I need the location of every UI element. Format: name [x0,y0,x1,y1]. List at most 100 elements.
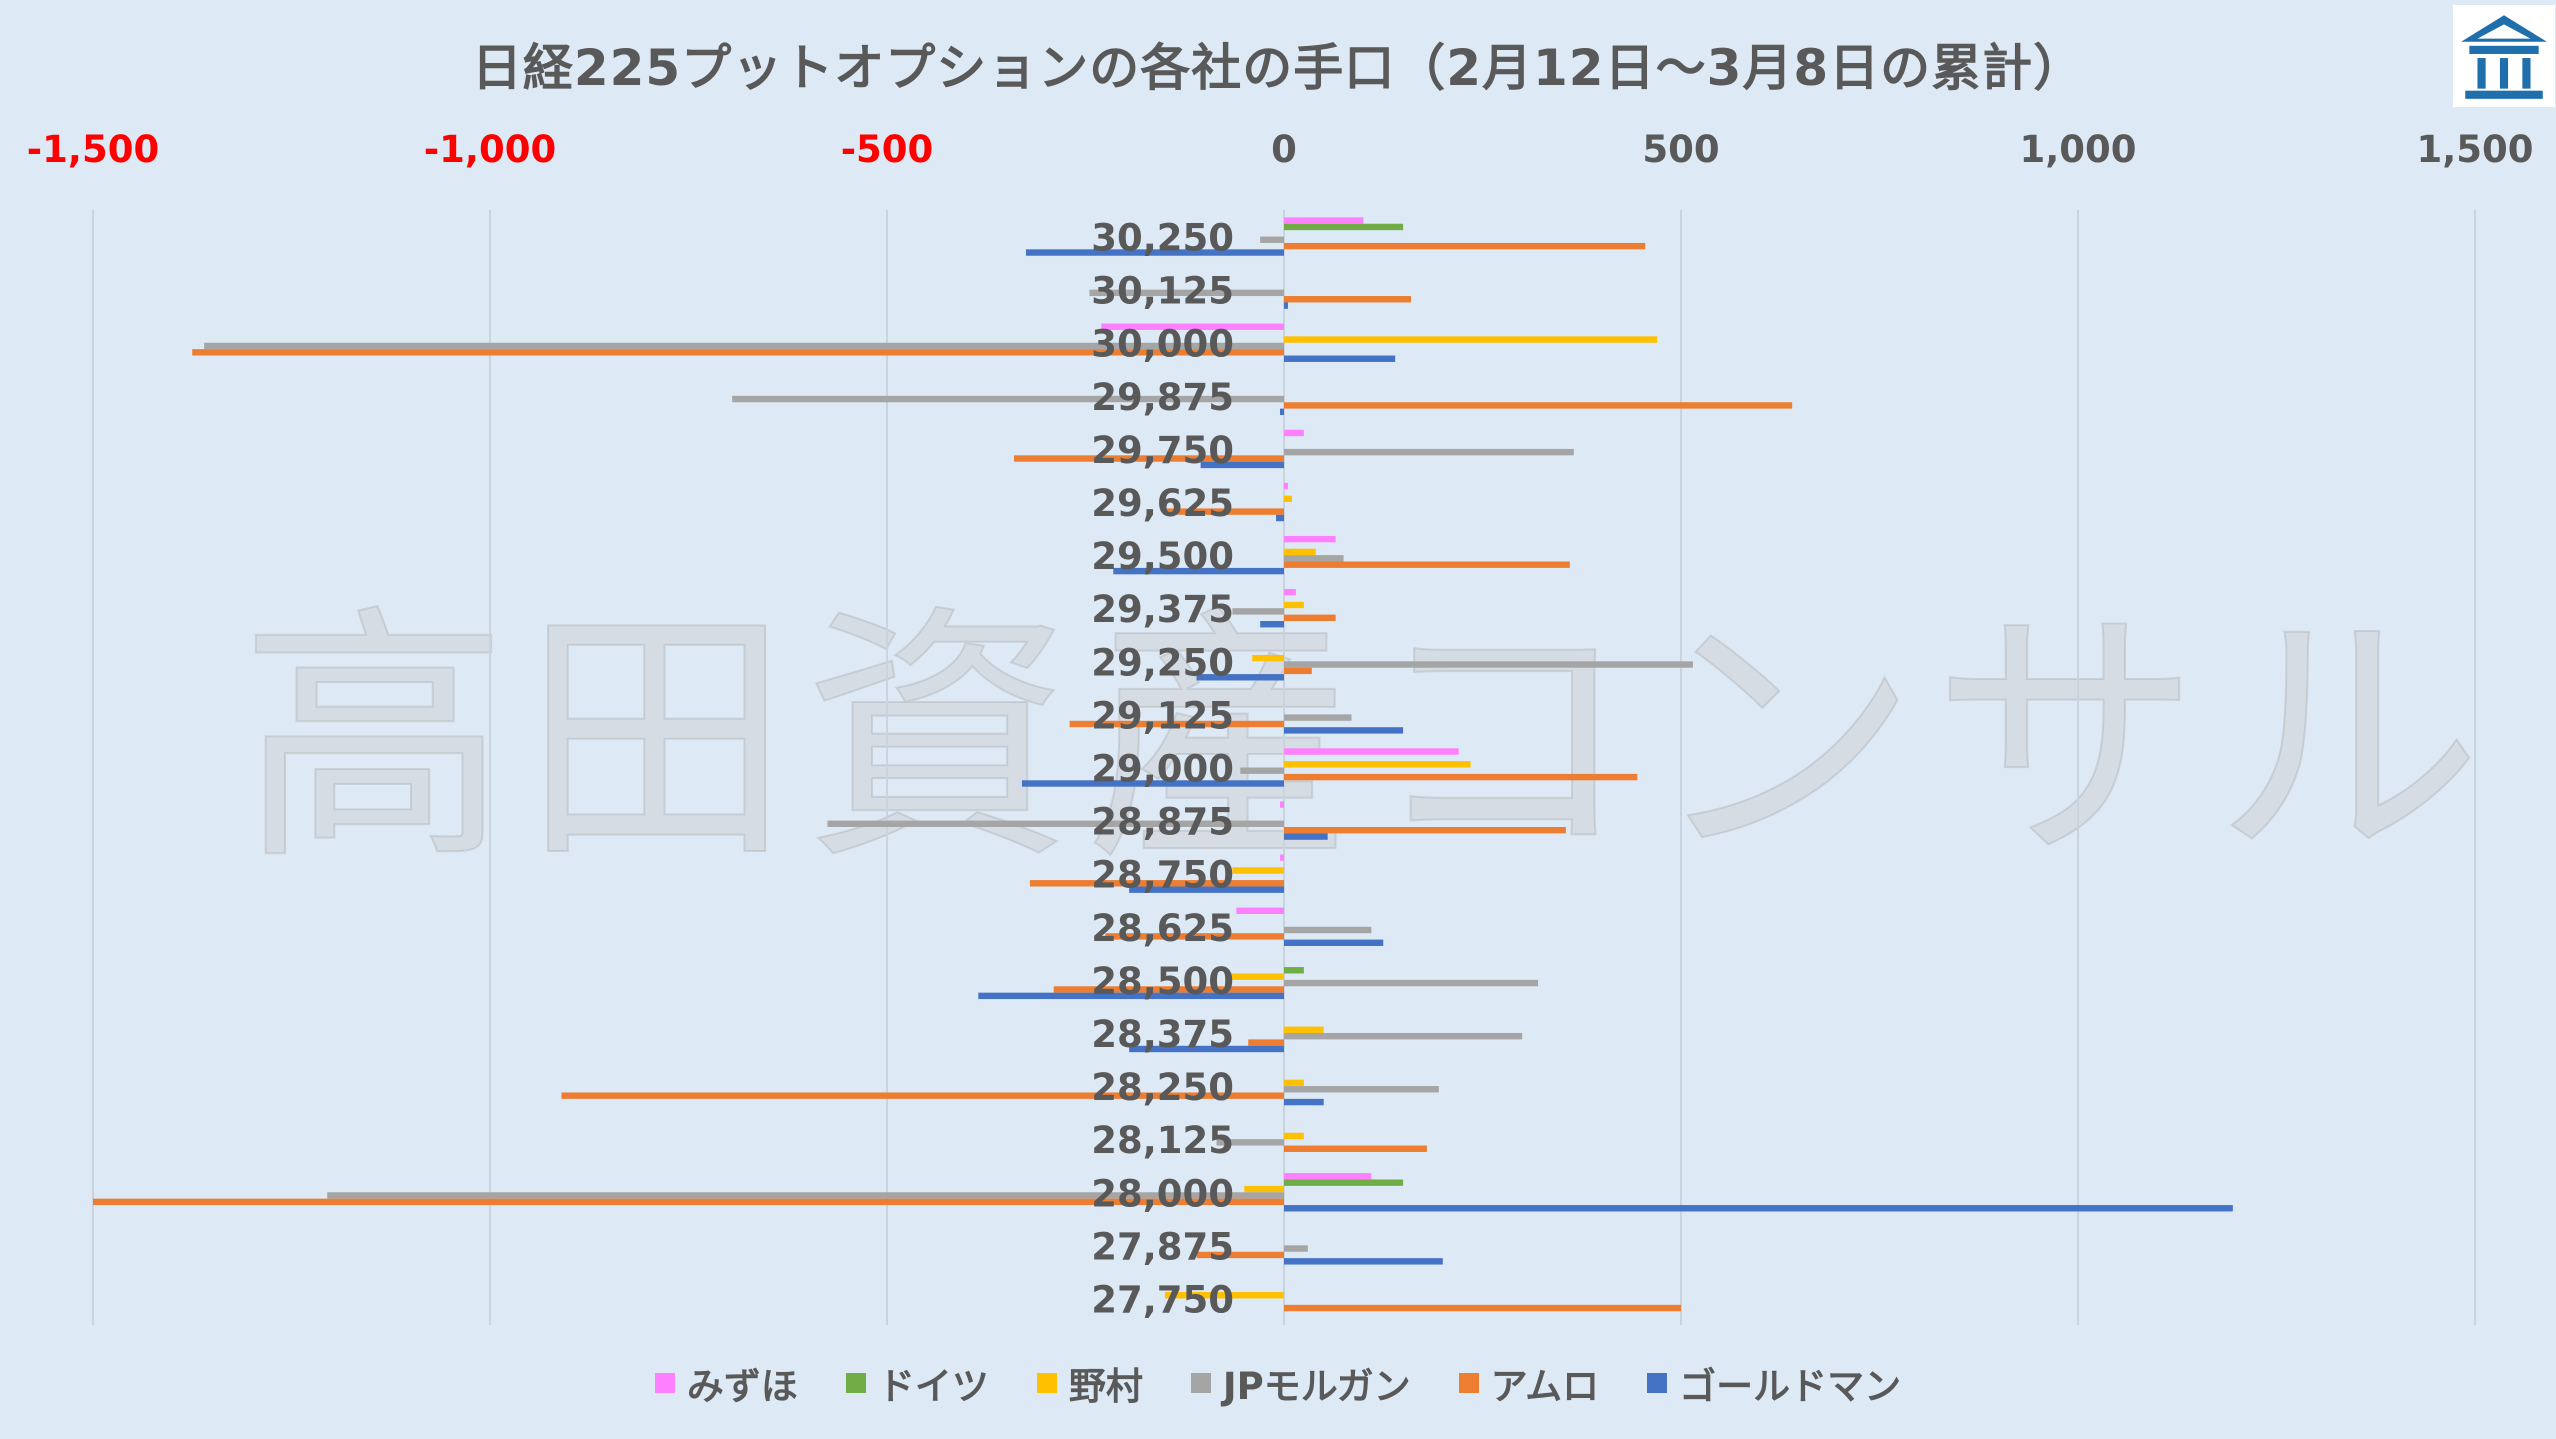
category-label: 27,875 [1091,1225,1234,1268]
legend-swatch [1458,1373,1479,1393]
bars [93,217,2233,1312]
bar [1216,1139,1284,1146]
category-label: 30,250 [1091,217,1234,260]
category-label: 28,500 [1091,960,1234,1003]
bar [1200,461,1284,469]
bar [1129,886,1284,893]
category-label: 30,125 [1091,270,1234,313]
bar [1069,720,1284,728]
bar [1284,833,1328,840]
bar [1284,1086,1439,1093]
category-label: 28,000 [1091,1172,1234,1215]
legend-item: アムロ [1458,1356,1600,1410]
bar [1284,1173,1372,1180]
bar [1284,217,1364,224]
category-label: 28,125 [1091,1119,1234,1162]
bar [1284,661,1693,668]
legend-label: ゴールドマン [1679,1365,1902,1408]
category-label: 29,750 [1091,429,1234,472]
bar [1284,826,1566,834]
x-tick-label: 500 [1642,128,1719,171]
legend-swatch [845,1373,866,1393]
bar [1284,667,1312,675]
bar [1284,1205,2233,1212]
bar [1284,561,1570,568]
legend-label: JPモルガン [1222,1365,1411,1408]
legend-item: ゴールドマン [1647,1356,1901,1410]
bar [1284,1098,1324,1106]
bar [1244,1185,1284,1193]
bar [732,395,1284,403]
category-label: 28,375 [1091,1013,1234,1056]
legend-label: アムロ [1490,1365,1600,1408]
category-label: 29,250 [1091,641,1234,684]
bar [1284,939,1384,946]
bar [1284,448,1574,456]
bar [1284,302,1288,309]
category-label: 27,750 [1091,1278,1234,1321]
building-logo-icon [2453,5,2555,107]
bar [1280,801,1284,808]
bar [1280,408,1284,416]
x-tick-label: -500 [841,128,934,171]
bar [1284,727,1404,734]
bar [1113,567,1284,575]
bar [1284,1026,1324,1033]
bar [1284,979,1539,987]
bar [1284,355,1396,362]
bar [1284,223,1404,231]
bar [1105,933,1284,940]
bar [1240,767,1284,774]
bar [1280,854,1284,861]
bar [1089,289,1284,297]
bar [1284,336,1658,343]
bar [1284,1132,1304,1140]
bar [1025,249,1284,256]
bar [1101,323,1284,330]
category-label: 30,000 [1091,323,1234,366]
legend-swatch [1036,1373,1057,1393]
bar [1284,601,1304,609]
bar [1284,482,1288,490]
bar [978,992,1284,1000]
bar [1284,1079,1304,1087]
x-tick-label: 1,500 [2416,128,2533,171]
bar [1284,1032,1523,1040]
bar [1236,907,1284,914]
category-labels: 30,250 30,125 30,000 29,875 29,750 29,625 29,5… [1091,217,1234,1322]
bar [1284,1258,1443,1265]
legend-item: みずほ [654,1356,798,1410]
bar [327,1192,1285,1199]
category-label: 29,500 [1091,535,1234,578]
bar [1232,608,1284,615]
bar [1284,748,1459,755]
category-label: 29,000 [1091,748,1234,791]
bar [1284,1179,1404,1186]
bar [1232,867,1284,874]
bar [1284,1145,1427,1152]
bar [1129,1045,1284,1053]
category-label: 28,750 [1091,854,1234,897]
x-tick-label: -1,500 [27,128,159,171]
category-label: 28,625 [1091,907,1234,950]
bar [561,1092,1284,1099]
bar [1284,535,1336,543]
bar [1284,1245,1308,1252]
category-label: 29,875 [1091,376,1234,419]
legend-item: ドイツ [845,1356,989,1410]
bar [1284,555,1344,562]
bar [1284,429,1304,437]
bar [1284,614,1336,622]
bar [1284,589,1296,596]
legend-label: 野村 [1068,1365,1143,1408]
bar [1029,880,1284,887]
legend-swatch [1647,1373,1668,1393]
bar [93,1198,1284,1206]
bar [1228,973,1284,980]
legend-label: ドイツ [877,1365,989,1408]
x-tick-label: 0 [1271,128,1297,171]
legend-label: みずほ [686,1365,798,1408]
x-axis-ticks: -1,500 -1,000 -500 0 500 1,000 1,500 [27,128,2534,171]
bar [827,820,1284,827]
